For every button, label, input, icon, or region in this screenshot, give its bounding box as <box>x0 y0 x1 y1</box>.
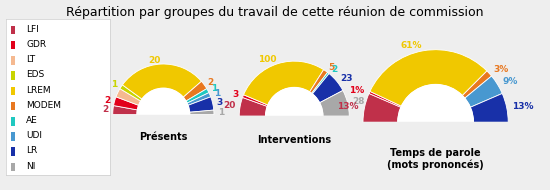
Text: EDS: EDS <box>26 70 45 79</box>
Wedge shape <box>113 97 139 110</box>
Text: 23: 23 <box>340 74 353 83</box>
Wedge shape <box>186 89 209 103</box>
Wedge shape <box>190 110 214 115</box>
Wedge shape <box>470 93 508 122</box>
Wedge shape <box>465 76 502 107</box>
Text: LFI: LFI <box>26 25 39 34</box>
Circle shape <box>266 88 323 145</box>
Wedge shape <box>188 97 214 112</box>
Wedge shape <box>369 91 402 107</box>
Text: 1%: 1% <box>349 86 364 95</box>
Text: GDR: GDR <box>26 40 47 49</box>
Wedge shape <box>187 93 211 105</box>
Wedge shape <box>370 50 487 106</box>
Text: 1: 1 <box>213 89 220 98</box>
Text: 1: 1 <box>211 84 218 93</box>
Text: 2: 2 <box>104 96 111 105</box>
Bar <box>11 71 15 80</box>
Wedge shape <box>312 74 343 103</box>
Bar <box>11 163 15 171</box>
Text: 61%: 61% <box>400 41 422 50</box>
Text: 20: 20 <box>223 101 236 110</box>
Wedge shape <box>120 85 142 101</box>
Text: 13%: 13% <box>513 102 534 111</box>
Text: AE: AE <box>26 116 38 125</box>
Text: 100: 100 <box>258 55 277 64</box>
Wedge shape <box>463 71 492 98</box>
Bar <box>11 132 15 141</box>
Circle shape <box>137 88 190 141</box>
Text: Répartition par groupes du travail de cette réunion de commission: Répartition par groupes du travail de ce… <box>66 6 484 19</box>
Circle shape <box>398 85 474 160</box>
Text: 28: 28 <box>352 97 365 106</box>
Text: 2: 2 <box>331 65 337 74</box>
Wedge shape <box>363 93 401 122</box>
Text: 13%: 13% <box>337 102 359 111</box>
Text: 3: 3 <box>217 98 223 107</box>
Text: NI: NI <box>26 162 36 171</box>
Wedge shape <box>239 97 267 116</box>
Text: 5: 5 <box>328 63 334 72</box>
Wedge shape <box>123 64 201 99</box>
Text: 1: 1 <box>218 108 224 117</box>
Wedge shape <box>183 81 207 101</box>
Wedge shape <box>113 106 138 115</box>
Text: 1: 1 <box>112 80 118 89</box>
Text: 3%: 3% <box>493 65 509 74</box>
Text: LT: LT <box>26 55 36 64</box>
Text: 20: 20 <box>148 55 161 65</box>
Text: Présents: Présents <box>139 132 188 142</box>
Wedge shape <box>320 90 349 116</box>
Bar <box>11 147 15 156</box>
Bar <box>11 41 15 49</box>
Bar <box>11 102 15 110</box>
Wedge shape <box>244 61 323 105</box>
Text: 9%: 9% <box>503 77 518 86</box>
Text: UDI: UDI <box>26 131 42 140</box>
Wedge shape <box>312 72 329 94</box>
Text: 2: 2 <box>207 78 214 87</box>
Bar <box>11 26 15 34</box>
Bar <box>11 87 15 95</box>
Text: MODEM: MODEM <box>26 101 62 110</box>
Text: LR: LR <box>26 146 37 155</box>
Text: Interventions: Interventions <box>257 135 331 145</box>
Text: 3: 3 <box>233 90 239 99</box>
Bar <box>11 56 15 65</box>
Wedge shape <box>116 89 141 105</box>
Bar <box>11 117 15 126</box>
Wedge shape <box>243 95 268 106</box>
Wedge shape <box>310 70 328 93</box>
Text: 2: 2 <box>103 105 109 114</box>
Text: LREM: LREM <box>26 86 51 95</box>
Text: Temps de parole
(mots prononcés): Temps de parole (mots prononcés) <box>387 148 484 170</box>
